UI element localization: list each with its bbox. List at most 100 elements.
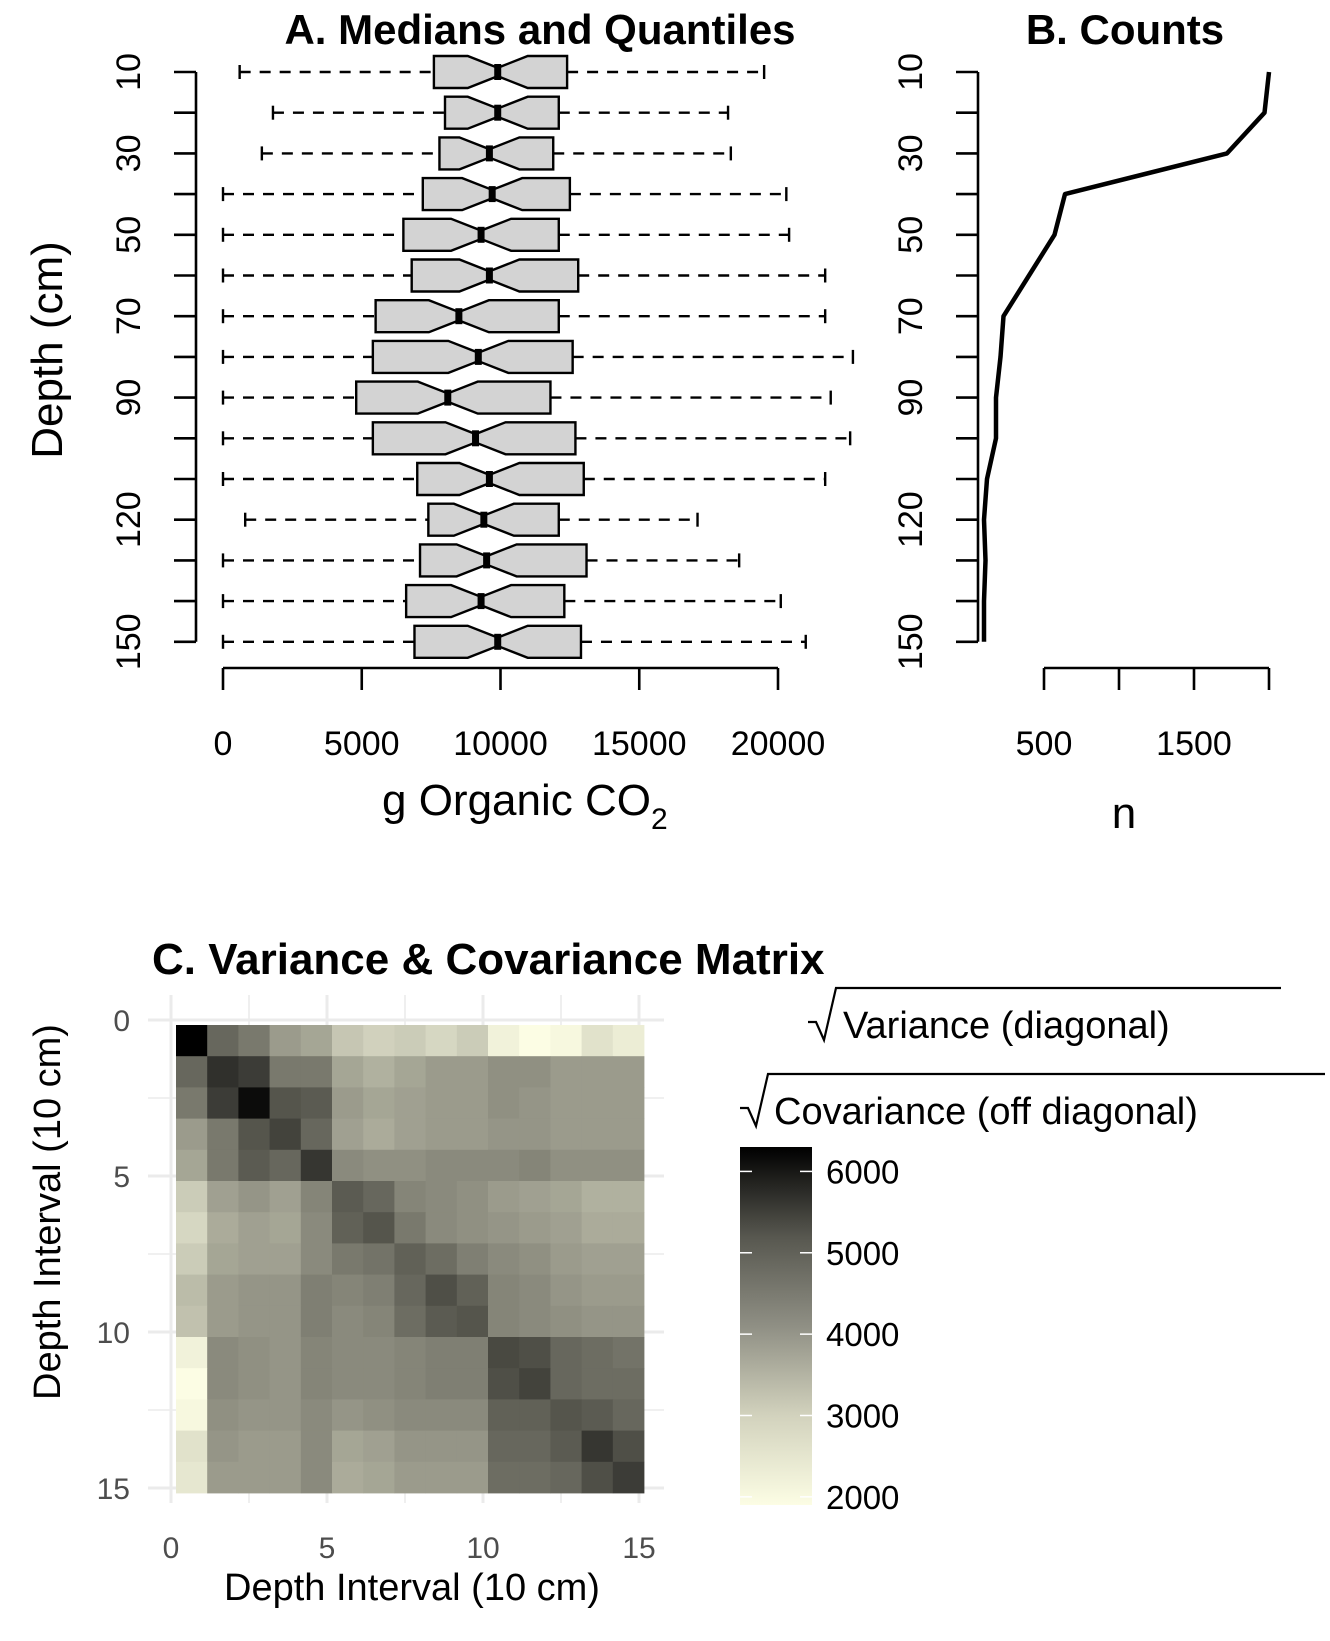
heatmap-cell (425, 1430, 458, 1463)
heatmap-cell (612, 1056, 645, 1088)
panel-b-x-axis: 500 1500 (1016, 666, 1271, 763)
heatmap-cell (550, 1056, 582, 1088)
y-tick-label: 150 (892, 613, 930, 670)
heatmap-cell (332, 1274, 364, 1307)
heatmap-cell (425, 1149, 458, 1182)
heatmap-cell (238, 1337, 270, 1369)
heatmap-cell (394, 1212, 426, 1244)
heatmap-cell (300, 1461, 333, 1494)
heatmap-cell (176, 1149, 208, 1182)
heatmap-cell (425, 1212, 458, 1244)
heatmap-cell (363, 1212, 395, 1244)
heatmap-cell (488, 1399, 520, 1431)
panel-b-y-axis: 10 30 50 70 90 120 150 (892, 53, 980, 670)
box (355, 380, 552, 415)
heatmap-cell (176, 1056, 208, 1088)
heatmap-cell (332, 1181, 364, 1213)
panel-c-y-label: Depth Interval (10 cm) (27, 1024, 69, 1400)
heatmap-cell (425, 1118, 458, 1151)
heatmap-cell (300, 1274, 333, 1307)
heatmap-cell (456, 1025, 489, 1057)
heatmap-cell (425, 1056, 458, 1088)
heatmap-cell (488, 1025, 520, 1057)
heatmap-cell (207, 1212, 239, 1244)
heatmap-cell (581, 1305, 614, 1338)
heatmap-cell (332, 1243, 364, 1275)
heatmap-cell (394, 1149, 426, 1182)
box (418, 543, 588, 578)
heatmap-cell (300, 1337, 333, 1369)
heatmap-cell (332, 1149, 364, 1182)
heatmap-cell (269, 1430, 302, 1463)
heatmap-cell (363, 1118, 395, 1151)
heatmap-cell (394, 1399, 426, 1431)
heatmap-cell (300, 1025, 333, 1057)
panel-b-x-label: n (1112, 789, 1136, 838)
heatmap-cell (519, 1305, 551, 1338)
heatmap-cell (332, 1118, 364, 1151)
heatmap-cell (581, 1337, 614, 1369)
heatmap-cell (456, 1212, 489, 1244)
panel-b: B. Counts 10 30 50 70 90 120 150 500 1500 n (892, 6, 1272, 838)
heatmap-cell (612, 1212, 645, 1244)
heatmap-cell (488, 1430, 520, 1463)
heatmap-cell (269, 1399, 302, 1431)
heatmap-cell (207, 1399, 239, 1431)
heatmap-cell (394, 1243, 426, 1275)
heatmap-cell (488, 1305, 520, 1338)
heatmap-cell (488, 1118, 520, 1151)
heatmap-cell (300, 1430, 333, 1463)
heatmap-cell (456, 1399, 489, 1431)
heatmap-cell (176, 1368, 208, 1400)
heatmap-cell (269, 1025, 302, 1057)
heatmap-cell (550, 1118, 582, 1151)
heatmap-cell (363, 1087, 395, 1119)
heatmap-cell (238, 1087, 270, 1119)
heatmap-cell (363, 1305, 395, 1338)
heatmap-cell (176, 1087, 208, 1119)
heatmap-cell (425, 1337, 458, 1369)
heatmap-cell (238, 1056, 270, 1088)
heatmap-cell (581, 1243, 614, 1275)
heatmap-cell (207, 1149, 239, 1182)
box (374, 299, 560, 334)
heatmap-cell (332, 1461, 364, 1494)
heatmap-cell (238, 1181, 270, 1213)
heatmap-cell (456, 1368, 489, 1400)
heatmap-cell (207, 1181, 239, 1213)
heatmap-cell (550, 1305, 582, 1338)
heatmap-cell (425, 1305, 458, 1338)
heatmap-cell (519, 1243, 551, 1275)
heatmap-cell (332, 1056, 364, 1088)
heatmap-cell (456, 1274, 489, 1307)
heatmap-cell (269, 1056, 302, 1088)
heatmap-cell (394, 1056, 426, 1088)
heatmap-cell (550, 1243, 582, 1275)
heatmap-cell (332, 1337, 364, 1369)
colorbar (740, 1147, 812, 1505)
heatmap-cell (176, 1181, 208, 1213)
heatmap-cell (394, 1087, 426, 1119)
panel-a-boxes (221, 54, 855, 659)
heatmap-cell (425, 1243, 458, 1275)
y-tick-label: 30 (892, 134, 930, 172)
heatmap-cell (269, 1274, 302, 1307)
heatmap-cell (488, 1274, 520, 1307)
heatmap-cell (581, 1399, 614, 1431)
box (427, 502, 560, 537)
heatmap-cell (550, 1430, 582, 1463)
panel-a-x-label: g Organic CO2 (382, 776, 668, 836)
heatmap-cell (207, 1461, 239, 1494)
heatmap-cell (207, 1337, 239, 1369)
heatmap-cell (519, 1337, 551, 1369)
heatmap-cell (456, 1056, 489, 1088)
heatmap-cell (550, 1025, 582, 1057)
heatmap-cell (394, 1305, 426, 1338)
heatmap-cell (269, 1181, 302, 1213)
heatmap-cell (612, 1430, 645, 1463)
colorbar-tick-label: 4000 (826, 1316, 899, 1353)
heatmap-cell (519, 1149, 551, 1182)
heatmap-cell (269, 1305, 302, 1338)
heatmap-cell (332, 1368, 364, 1400)
